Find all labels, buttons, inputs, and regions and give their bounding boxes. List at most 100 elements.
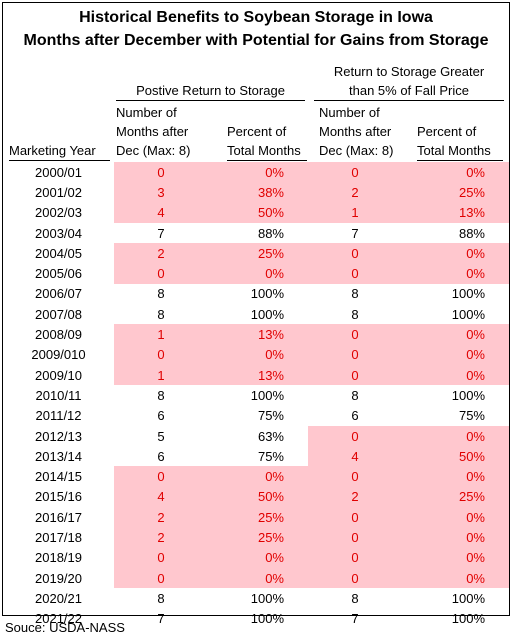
months-positive-cell: 1 — [114, 364, 208, 386]
year-cell: 2017/18 — [35, 529, 82, 545]
months-positive-cell: 8 — [157, 286, 165, 302]
months-positive-cell: 8 — [157, 387, 165, 403]
col-header-line: Percent of — [417, 124, 477, 139]
months-greater-5pct-cell: 2 — [308, 182, 402, 203]
year-cell: 2009/10 — [35, 367, 82, 383]
percent-greater-5pct-cell: 0% — [402, 567, 509, 589]
year-cell: 2002/03 — [35, 205, 82, 221]
table-row: 2005/06 0 0% 0 0% — [3, 263, 509, 284]
percent-greater-5pct-cell: 0% — [402, 324, 509, 345]
col-header-line: Number of — [319, 105, 380, 120]
months-greater-5pct-cell: 7 — [351, 225, 359, 241]
group-header-positive: Postive Return to Storage — [116, 81, 305, 101]
percent-positive-cell: 75% — [257, 448, 284, 464]
percent-positive-cell: 0% — [208, 466, 308, 487]
months-greater-5pct-cell: 0 — [308, 425, 402, 447]
months-positive-cell: 2 — [114, 243, 208, 264]
months-positive-cell: 0 — [114, 567, 208, 589]
table-row: 2016/17 2 25% 0 0% — [3, 507, 509, 528]
year-cell: 2015/16 — [35, 489, 82, 505]
title-line-1: Historical Benefits to Soybean Storage i… — [79, 9, 433, 26]
percent-greater-5pct-cell: 100% — [451, 590, 485, 606]
year-cell: 2021/22 — [35, 611, 82, 627]
months-greater-5pct-cell: 0 — [308, 364, 402, 386]
table-row: 2015/16 4 50% 2 25% — [3, 486, 509, 508]
percent-greater-5pct-cell: 100% — [451, 611, 485, 627]
source-note: Souce: USDA-NASS — [5, 620, 125, 635]
percent-positive-cell: 0% — [208, 547, 308, 568]
percent-greater-5pct-cell: 0% — [402, 547, 509, 568]
months-greater-5pct-cell: 8 — [351, 387, 359, 403]
percent-positive-cell: 0% — [208, 344, 308, 365]
title-line-2: Months after December with Potential for… — [23, 32, 489, 49]
percent-positive-cell: 100% — [250, 611, 284, 627]
months-positive-cell: 0 — [114, 344, 208, 365]
percent-positive-cell: 25% — [208, 527, 308, 548]
percent-greater-5pct-cell: 100% — [451, 306, 485, 322]
months-positive-cell: 7 — [157, 225, 165, 241]
year-cell: 2001/02 — [35, 184, 82, 200]
percent-positive-cell: 100% — [250, 286, 284, 302]
percent-positive-cell: 63% — [257, 428, 284, 444]
months-greater-5pct-cell: 0 — [308, 162, 402, 183]
year-cell: 2011/12 — [35, 408, 82, 424]
table-row: 2002/03 4 50% 1 13% — [3, 202, 509, 223]
table-row: 2007/08 8 100% 8 100% — [3, 304, 509, 324]
table-row: 2004/05 2 25% 0 0% — [3, 243, 509, 264]
percent-greater-5pct-cell: 25% — [402, 486, 509, 508]
months-positive-cell: 2 — [114, 507, 208, 528]
col-header-line: Dec (Max: 8) — [116, 143, 191, 158]
table-row: 2003/04 7 88% 7 88% — [3, 223, 509, 243]
months-greater-5pct-cell: 0 — [308, 263, 402, 284]
percent-greater-5pct-cell: 13% — [402, 202, 509, 223]
year-cell: 2018/19 — [35, 550, 82, 566]
col-header-months-1: Number of Months after Dec (Max: 8) — [116, 103, 190, 160]
months-positive-cell: 8 — [157, 590, 165, 606]
percent-positive-cell: 25% — [208, 243, 308, 264]
year-cell: 2013/14 — [35, 448, 82, 464]
col-header-percent-2: Percent of Total Months — [417, 122, 503, 161]
table-row: 2017/18 2 25% 0 0% — [3, 527, 509, 548]
months-greater-5pct-cell: 4 — [308, 446, 402, 467]
table-row: 2001/02 3 38% 2 25% — [3, 182, 509, 203]
col-header-line: Months after — [319, 124, 392, 139]
year-cell: 2016/17 — [35, 509, 82, 525]
table-row: 2000/01 0 0% 0 0% — [3, 162, 509, 183]
percent-positive-cell: 100% — [250, 387, 284, 403]
months-greater-5pct-cell: 0 — [308, 344, 402, 365]
col-header-line: Months after — [116, 124, 189, 139]
year-cell: 2004/05 — [35, 245, 82, 261]
data-table: 2000/01 0 0% 0 0% 2001/02 3 38% 2 25% 2002/03 4 50% 1… — [3, 162, 509, 629]
col-header-line: Dec (Max: 8) — [319, 143, 394, 158]
table-row: 2012/13 5 63% 0 0% — [3, 425, 509, 447]
table-row: 2011/12 6 75% 6 75% — [3, 406, 509, 426]
year-cell: 2010/11 — [35, 387, 82, 403]
year-cell: 2008/09 — [35, 327, 82, 343]
table-row: 2013/14 6 75% 4 50% — [3, 446, 509, 467]
year-cell: 2014/15 — [35, 469, 82, 485]
percent-positive-cell: 75% — [257, 408, 284, 424]
months-greater-5pct-cell: 1 — [308, 202, 402, 223]
months-greater-5pct-cell: 8 — [351, 306, 359, 322]
table-row: 2009/10 1 13% 0 0% — [3, 364, 509, 386]
col-header-line: Percent of — [227, 124, 287, 139]
percent-greater-5pct-cell: 0% — [402, 507, 509, 528]
col-header-line: Total Months — [417, 143, 491, 158]
percent-positive-cell: 0% — [208, 263, 308, 284]
months-positive-cell: 0 — [114, 263, 208, 284]
percent-greater-5pct-cell: 25% — [402, 182, 509, 203]
percent-positive-cell: 88% — [257, 225, 284, 241]
months-greater-5pct-cell: 0 — [308, 567, 402, 589]
percent-greater-5pct-cell: 0% — [402, 344, 509, 365]
table-row: 2014/15 0 0% 0 0% — [3, 466, 509, 487]
months-positive-cell: 3 — [114, 182, 208, 203]
percent-positive-cell: 50% — [208, 486, 308, 508]
percent-positive-cell: 13% — [208, 324, 308, 345]
page-title: Historical Benefits to Soybean Storage i… — [3, 6, 509, 52]
percent-positive-cell: 100% — [250, 306, 284, 322]
col-header-line: Total Months — [227, 143, 301, 158]
year-cell: 2009/010 — [31, 347, 86, 363]
percent-greater-5pct-cell: 100% — [451, 286, 485, 302]
months-greater-5pct-cell: 0 — [308, 507, 402, 528]
percent-greater-5pct-cell: 0% — [402, 162, 509, 183]
